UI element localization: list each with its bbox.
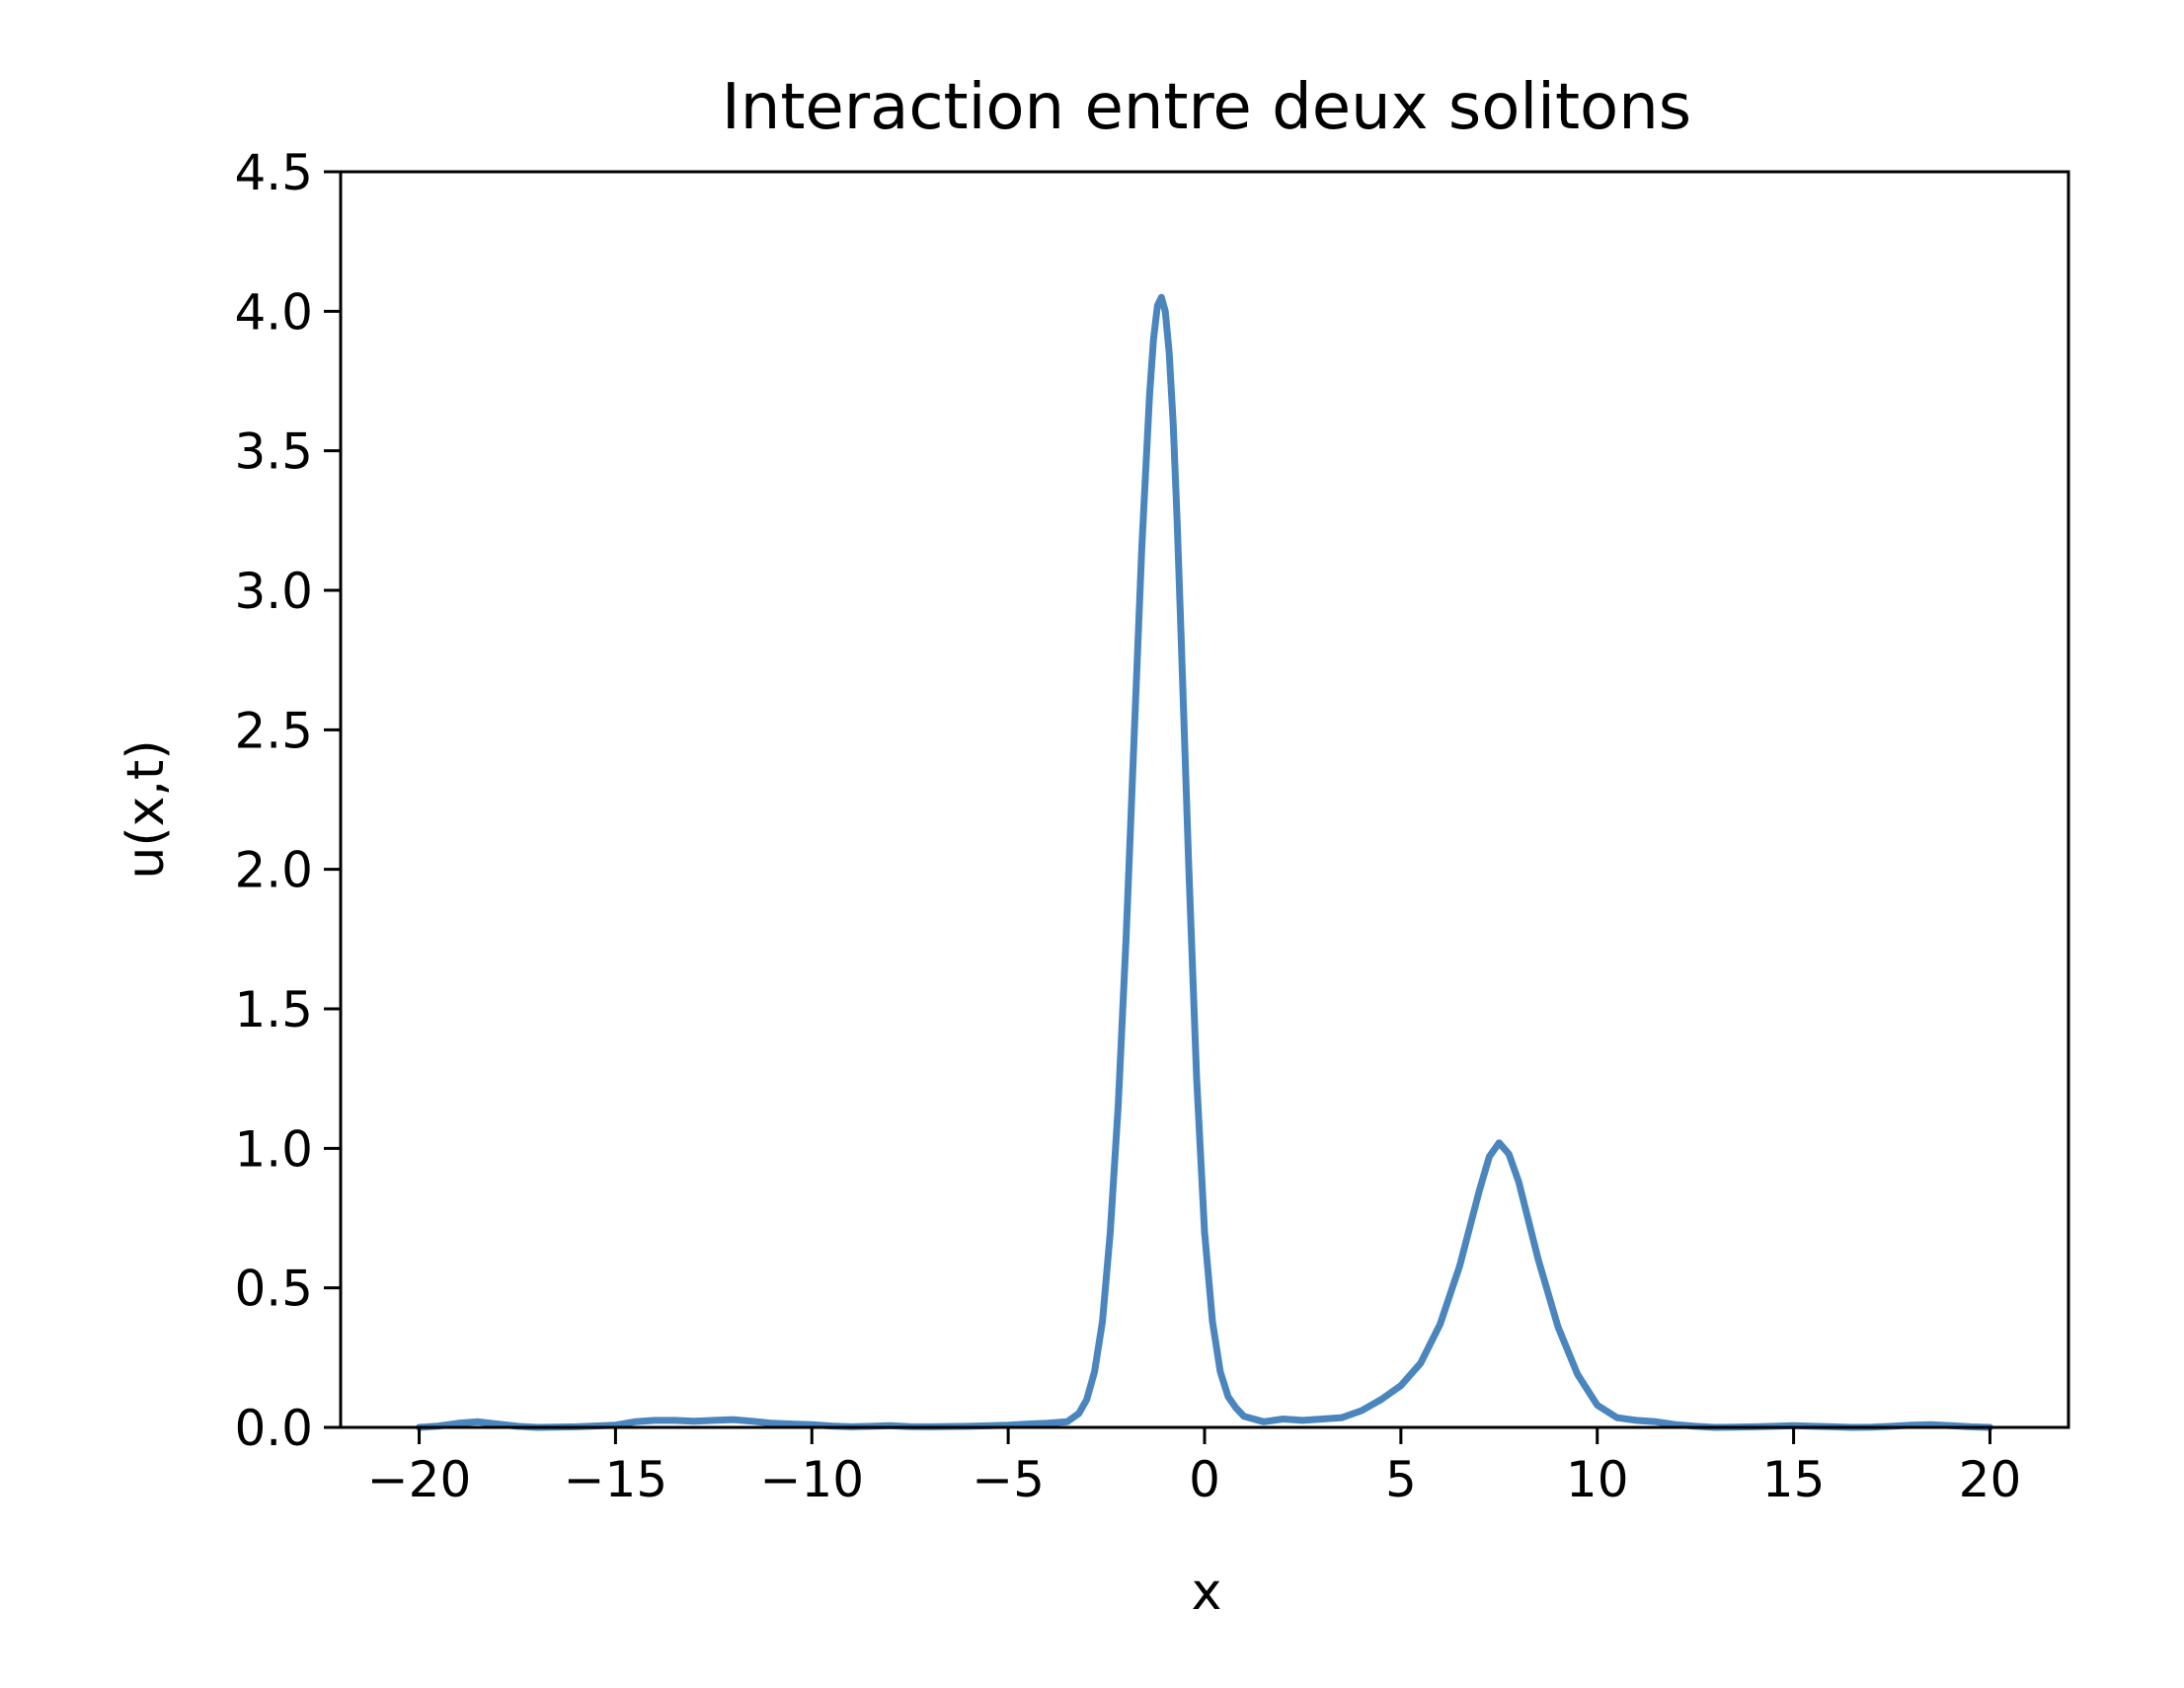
- y-tick-label: 0.5: [234, 1261, 313, 1318]
- y-tick-label: 2.5: [234, 702, 313, 759]
- y-tick-label: 3.0: [234, 563, 313, 620]
- chart-title: Interaction entre deux solitons: [722, 71, 1691, 144]
- y-tick-label: 2.0: [234, 842, 313, 899]
- x-axis-ticks: −20 −15 −10 −5 0 5 10 15 20: [367, 1427, 2021, 1508]
- x-tick-label: −20: [367, 1451, 472, 1508]
- x-axis-label: x: [1192, 1563, 1222, 1622]
- x-tick-label: 20: [1959, 1451, 2022, 1508]
- x-tick-label: −10: [760, 1451, 865, 1508]
- y-tick-label: 1.0: [234, 1120, 313, 1178]
- plot-area: [339, 170, 2070, 1431]
- x-tick-label: −15: [564, 1451, 668, 1508]
- y-tick-label: 4.5: [234, 144, 313, 201]
- y-axis-ticks: 0.0 0.5 1.0 1.5 2.0 2.5 3.0 3.5 4.0 4.5: [234, 144, 341, 1457]
- y-tick-label: 0.0: [234, 1400, 313, 1457]
- y-axis-label: u(x,t): [117, 739, 176, 879]
- y-tick-label: 3.5: [234, 423, 313, 481]
- x-tick-label: 10: [1566, 1451, 1629, 1508]
- x-tick-label: 15: [1762, 1451, 1826, 1508]
- series-line: [416, 293, 1993, 1431]
- y-tick-label: 1.5: [234, 981, 313, 1038]
- x-tick-label: 5: [1385, 1451, 1417, 1508]
- x-tick-label: 0: [1189, 1451, 1220, 1508]
- y-tick-label: 4.0: [234, 283, 313, 341]
- x-tick-label: −5: [972, 1451, 1045, 1508]
